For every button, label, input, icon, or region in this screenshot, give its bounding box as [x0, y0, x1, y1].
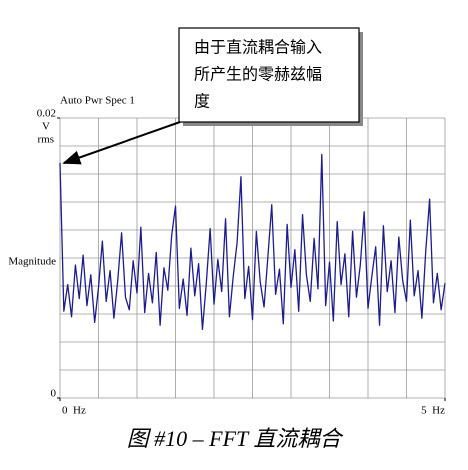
plot-area: 0 0.02 0 Hz 5 Hz — [37, 108, 446, 417]
signal-line — [59, 153, 446, 331]
y-unit: V — [42, 121, 50, 133]
callout-text: 由于直流耦合输入 — [194, 38, 322, 57]
x-tick-label: 5 Hz — [421, 405, 445, 417]
caption: 图 #10 – FFT 直流耦合 — [127, 426, 345, 451]
callout-text: 度 — [194, 92, 210, 111]
callout-arrow — [62, 121, 181, 165]
y-unit: rms — [38, 134, 55, 146]
y-axis-label: Magnitude — [8, 256, 56, 268]
chart-title: Auto Pwr Spec 1 — [60, 95, 135, 107]
y-tick-label: 0.02 — [37, 108, 56, 120]
callout-box — [178, 27, 360, 123]
x-tick-label: 0 Hz — [62, 405, 86, 417]
y-tick-label: 0 — [51, 388, 57, 400]
callout-text: 所产生的零赫兹幅 — [194, 65, 322, 84]
